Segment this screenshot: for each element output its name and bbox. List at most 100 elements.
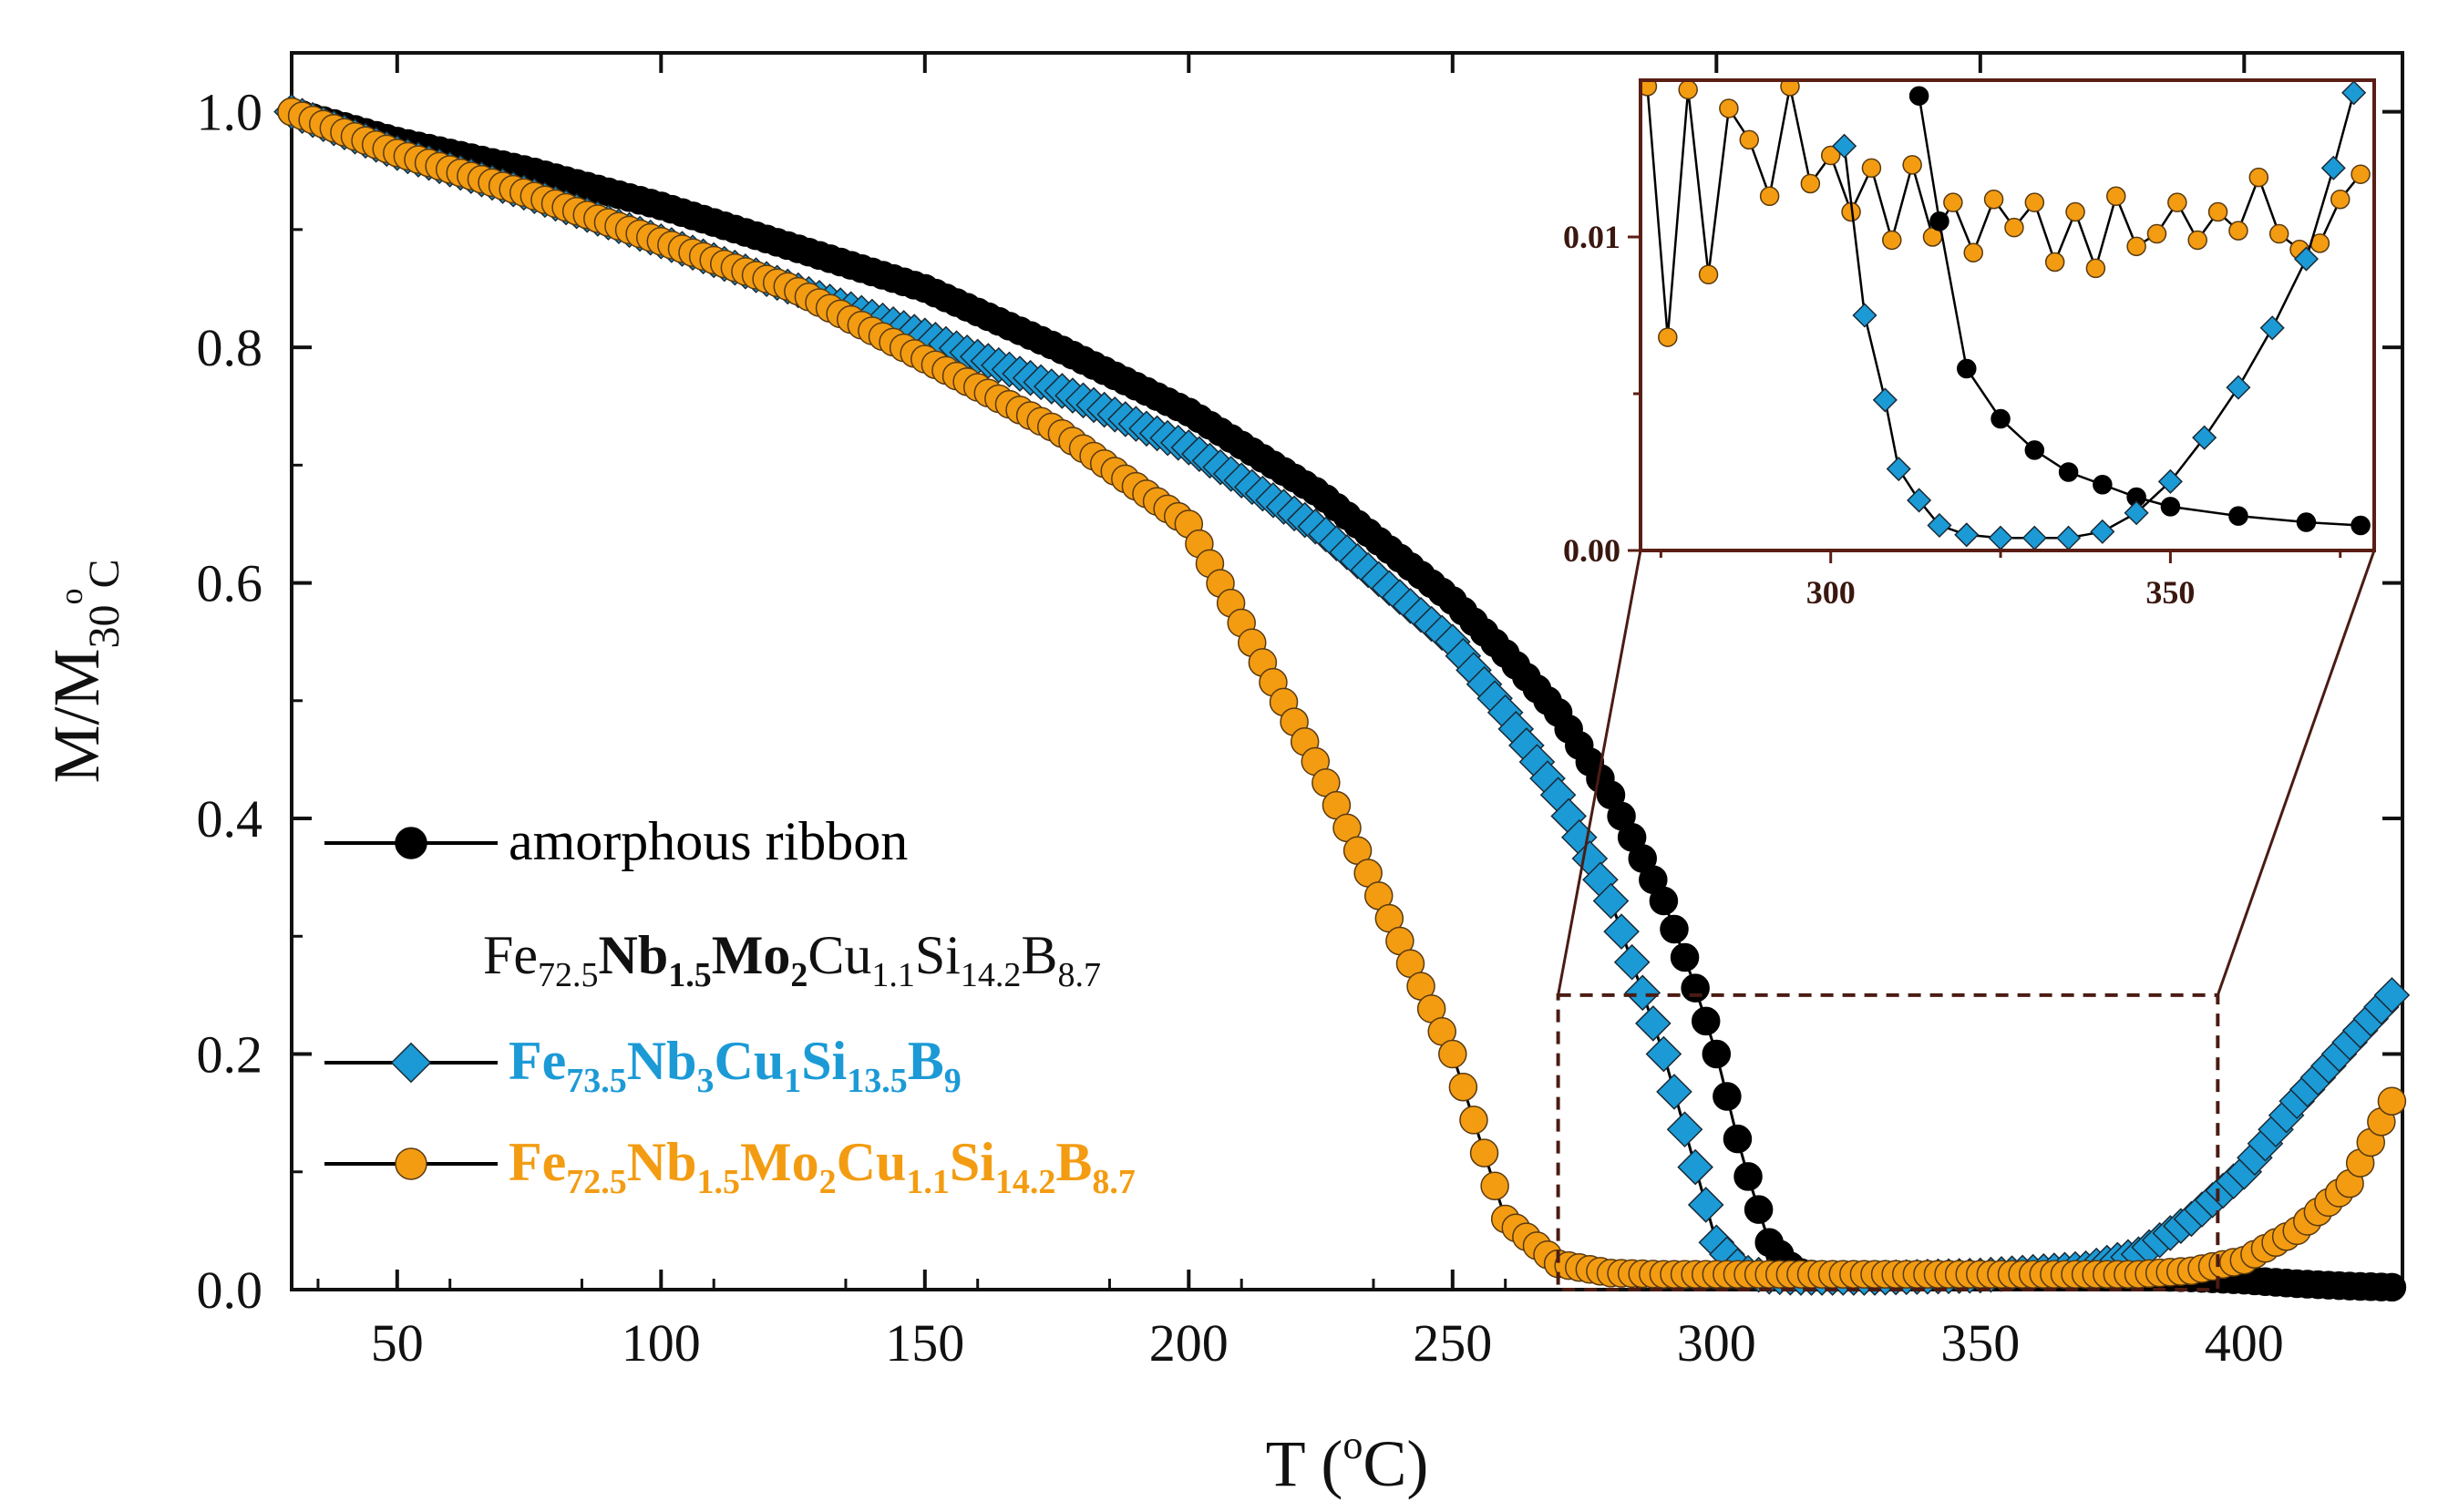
legend-label: Fe73.5Nb3Cu1Si13.5B9 [509,1031,962,1100]
inset-data-point [1991,408,2011,429]
legend-label-subscript: 8.7 [1057,956,1101,994]
data-point [2377,1086,2407,1116]
data-point [1702,1039,1732,1069]
inset-data-point [2228,506,2248,526]
legend-label-subscript: 14.2 [961,956,1022,994]
inset-series-layer [1641,80,2371,550]
x-tick-label: 150 [885,1313,964,1373]
legend-label-subscript: 72.5 [566,1163,627,1201]
y-axis-title-part: o [53,588,89,604]
data-point [1624,974,1661,1012]
data-point [1713,1082,1742,1111]
legend-label-part: Nb [627,1031,697,1091]
data-point [1645,1035,1682,1073]
legend-label-subscript: 9 [944,1062,962,1100]
legend-label-subscript: 73.5 [566,1062,627,1100]
legend-label-subscript: 2 [819,1163,837,1201]
inset-x-tick-label: 350 [2145,574,2195,611]
inset-data-point [1759,186,1780,207]
inset-axis-ticks: 300 350 0.00 0.01 [1563,219,2342,611]
legend-entry-4: Fe72.5Nb1.5Mo2Cu1.1Si14.2B8.7 [324,1132,1136,1201]
y-tick-label: 0.0 [197,1260,263,1320]
data-point [1459,1106,1488,1135]
legend-label-part: Mo [712,925,791,985]
inset-data-point [2228,221,2248,241]
y-tick-label: 1.0 [197,83,263,142]
inset-data-point [2024,440,2045,460]
inset-data-point [2085,258,2106,279]
inset-data-point [2259,315,2285,341]
inset-data-point [1832,133,1857,159]
legend-label-subscript: 1.5 [696,1163,740,1201]
legend-entry-2: Fe72.5Nb1.5Mo2Cu1.1Si14.2B8.7 [483,925,1101,994]
inset-data-point [1852,303,1877,328]
data-point [1681,973,1710,1003]
inset-data-point [2351,515,2371,536]
inset-data-point [2330,189,2351,210]
inset-y-tick-label: 0.00 [1563,532,1620,569]
legend-label-part: Mo [740,1132,819,1192]
legend-label-subscript: 1.5 [668,956,712,994]
inset-y-tick-label: 0.01 [1563,219,1620,255]
data-point [1677,1148,1713,1186]
inset-background [1641,80,2374,550]
legend-label-subscript: 2 [790,956,808,994]
legend-label: Fe72.5Nb1.5Mo2Cu1.1Si14.2B8.7 [509,1132,1136,1201]
inset-data-point [1861,158,1882,179]
inset-data-point [1780,80,1800,97]
legend-label-part: Si [801,1031,847,1091]
inset-data-point [1882,230,1902,251]
inset-data-point [2160,497,2181,517]
inset-data-point [1658,327,1678,347]
inset-series-2 [1832,80,2367,550]
inset-data-point [2106,186,2126,207]
inset-series-1 [1908,86,2371,536]
legend-label-subscript: 1.1 [906,1163,950,1201]
zoom-region-box [1556,993,2220,1292]
inset-data-point [1907,488,1932,513]
x-axis-title-part: T ( [1266,1427,1343,1500]
data-point [2373,977,2411,1013]
inset-data-point [1872,387,1898,413]
inset-data-point [2207,201,2228,222]
inset-series-3 [1641,80,2371,347]
data-point [1733,1162,1763,1191]
x-axis-title-part: o [1342,1423,1363,1467]
y-axis-title-part: 30 [80,604,129,648]
x-tick-label: 50 [371,1313,424,1373]
x-tick-label: 100 [622,1313,701,1373]
legend-label-part: Fe [509,1132,566,1192]
x-tick-label: 350 [1940,1313,2020,1373]
y-tick-label: 0.8 [197,318,263,377]
inset-data-point [2351,164,2371,184]
inset-data-point [1963,242,1983,262]
legend-entry-3: Fe73.5Nb3Cu1Si13.5B9 [324,1031,962,1100]
inset-data-point [2124,500,2149,526]
inset-data-point [2044,252,2065,273]
legend-label-part: Fe [509,1031,566,1091]
inset-data-point [1739,129,1760,150]
inset-data-point [1943,192,1963,212]
inset-data-point [1886,456,1911,482]
inset-series-line [1918,95,2361,527]
legend-label-part: B [1055,1132,1092,1192]
data-point [2377,1272,2407,1302]
inset-data-point [2248,167,2269,188]
inset-data-point [1927,512,1952,539]
data-point [1691,1006,1721,1036]
data-point [1723,1124,1753,1154]
legend-label-part: B [908,1031,944,1091]
y-axis-title: M/M30oC [40,559,129,783]
data-point [1670,942,1700,972]
inset-data-point [2167,192,2187,212]
inset-data-point [2146,223,2167,244]
data-point [1744,1195,1774,1224]
inset-plot: 300 350 0.00 0.01 [1563,78,2376,611]
x-axis-title: T (oC) [1266,1423,1429,1500]
x-tick-label: 400 [2205,1313,2284,1373]
inset-data-point [2293,246,2320,272]
data-point [1666,1111,1703,1148]
y-axis-title-part: M/M [40,648,113,783]
inset-data-point [1678,80,1698,100]
